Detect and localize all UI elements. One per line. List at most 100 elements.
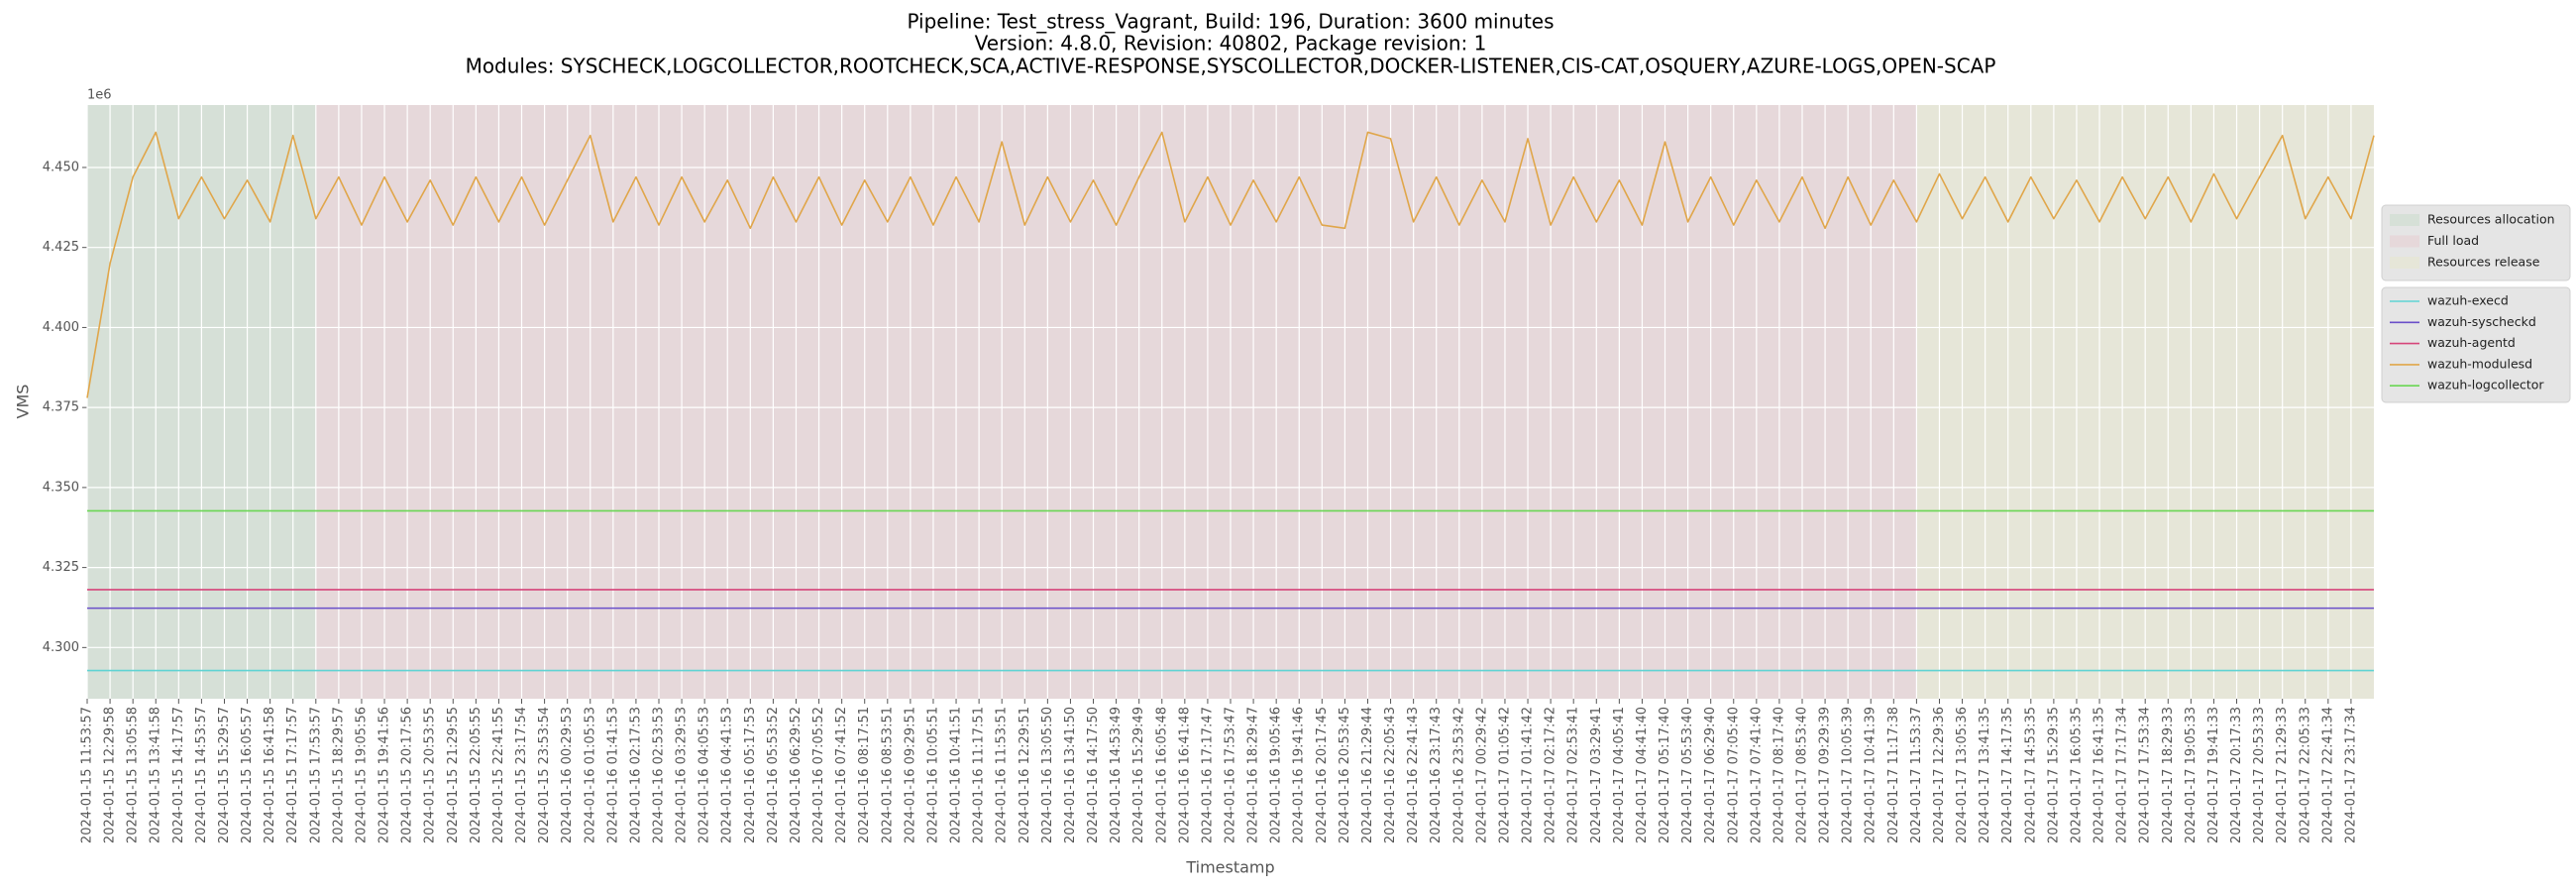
x-tick-label: 2024-01-15 13:41:58 [149, 707, 163, 843]
legend-label: Full load [2427, 233, 2479, 248]
x-tick-label: 2024-01-17 19:05:33 [2184, 707, 2199, 843]
x-tick-label: 2024-01-17 20:53:33 [2252, 707, 2267, 843]
phase-legend: Resources allocation Full load Resources r… [2381, 204, 2571, 281]
x-tick-label: 2024-01-17 08:17:40 [1771, 707, 1786, 843]
x-tick-label: 2024-01-17 05:53:40 [1680, 707, 1695, 843]
x-tick-label: 2024-01-15 15:29:57 [217, 707, 232, 843]
x-tick-label: 2024-01-15 23:53:54 [537, 707, 552, 843]
y-tick-label: 4.400 [43, 320, 79, 335]
x-tick-label: 2024-01-15 22:41:55 [491, 707, 506, 843]
x-tick-label: 2024-01-17 03:29:41 [1589, 707, 1604, 843]
y-offset-label: 1e6 [87, 88, 112, 103]
x-tick-label: 2024-01-15 12:29:58 [103, 707, 118, 843]
x-tick-label: 2024-01-17 16:05:35 [2069, 707, 2084, 843]
legend-label: Resources release [2427, 255, 2540, 270]
x-tick-label: 2024-01-16 11:17:51 [972, 707, 987, 843]
x-tick-label: 2024-01-16 22:41:43 [1406, 707, 1421, 843]
legend-box [2381, 286, 2571, 403]
y-tick-label: 4.325 [43, 560, 79, 575]
chart-title: Version: 4.8.0, Revision: 40802, Package… [975, 32, 1487, 56]
x-tick-label: 2024-01-15 16:41:58 [263, 707, 277, 843]
x-tick-label: 2024-01-17 16:41:35 [2093, 707, 2107, 843]
x-tick-label: 2024-01-17 02:17:42 [1544, 707, 1558, 843]
x-tick-label: 2024-01-15 19:41:56 [377, 707, 392, 843]
x-tick-label: 2024-01-17 15:29:35 [2046, 707, 2061, 843]
x-tick-label: 2024-01-16 07:05:52 [811, 707, 826, 843]
x-tick-label: 2024-01-17 17:17:34 [2115, 707, 2130, 843]
x-tick-label: 2024-01-16 08:17:51 [857, 707, 872, 843]
legend-label: wazuh-syscheckd [2427, 314, 2536, 329]
x-tick-label: 2024-01-17 11:53:37 [1909, 707, 1924, 843]
x-tick-label: 2024-01-17 04:41:40 [1635, 707, 1650, 843]
x-tick-label: 2024-01-17 20:17:33 [2229, 707, 2244, 843]
y-axis-label: VMS [14, 385, 33, 419]
x-tick-label: 2024-01-17 09:29:39 [1818, 707, 1833, 843]
y-tick-label: 4.375 [43, 400, 79, 415]
chart-title: Pipeline: Test_stress_Vagrant, Build: 19… [907, 10, 1554, 34]
y-tick-label: 4.450 [43, 160, 79, 174]
y-tick-label: 4.300 [43, 640, 79, 655]
x-tick-label: 2024-01-16 23:17:43 [1429, 707, 1444, 843]
x-tick-label: 2024-01-15 11:53:57 [80, 707, 95, 843]
x-tick-label: 2024-01-16 20:53:45 [1338, 707, 1352, 843]
x-tick-label: 2024-01-17 22:05:33 [2298, 707, 2312, 843]
legend-label: Resources allocation [2427, 212, 2555, 227]
x-tick-label: 2024-01-15 14:17:57 [171, 707, 186, 843]
x-tick-label: 2024-01-15 19:05:56 [354, 707, 369, 843]
x-tick-label: 2024-01-16 02:53:53 [652, 707, 667, 843]
x-tick-label: 2024-01-16 19:41:46 [1292, 707, 1307, 843]
y-tick-label: 4.425 [43, 240, 79, 255]
x-tick-label: 2024-01-17 18:29:33 [2161, 707, 2176, 843]
x-tick-label: 2024-01-16 09:29:51 [903, 707, 917, 843]
x-tick-label: 2024-01-16 22:05:43 [1383, 707, 1398, 843]
x-tick-label: 2024-01-16 17:17:47 [1200, 707, 1215, 843]
legend-box [2381, 204, 2571, 281]
x-tick-label: 2024-01-17 11:17:38 [1886, 707, 1901, 843]
legend-label: wazuh-agentd [2427, 335, 2516, 350]
x-tick-label: 2024-01-16 10:41:51 [949, 707, 964, 843]
x-tick-label: 2024-01-16 05:17:53 [743, 707, 758, 843]
x-tick-label: 2024-01-15 14:53:57 [194, 707, 209, 843]
x-tick-label: 2024-01-16 03:29:53 [675, 707, 690, 843]
x-tick-label: 2024-01-17 21:29:33 [2275, 707, 2290, 843]
x-tick-label: 2024-01-17 01:05:42 [1497, 707, 1512, 843]
x-tick-label: 2024-01-16 12:29:51 [1018, 707, 1032, 843]
x-tick-label: 2024-01-16 04:05:53 [698, 707, 712, 843]
x-tick-label: 2024-01-16 10:05:51 [925, 707, 940, 843]
x-tick-label: 2024-01-16 13:05:50 [1040, 707, 1055, 843]
x-tick-label: 2024-01-17 07:05:40 [1726, 707, 1741, 843]
chart-title: Modules: SYSCHECK,LOGCOLLECTOR,ROOTCHECK… [466, 55, 1996, 78]
x-tick-label: 2024-01-17 13:41:35 [1978, 707, 1992, 843]
x-tick-label: 2024-01-16 05:53:52 [766, 707, 781, 843]
x-tick-label: 2024-01-17 23:17:34 [2343, 707, 2358, 843]
x-tick-label: 2024-01-15 13:05:58 [126, 707, 141, 843]
y-tick-label: 4.350 [43, 480, 79, 495]
x-tick-label: 2024-01-16 13:41:50 [1063, 707, 1078, 843]
x-tick-label: 2024-01-17 19:41:33 [2206, 707, 2221, 843]
x-tick-label: 2024-01-16 00:29:53 [560, 707, 575, 843]
x-tick-label: 2024-01-15 21:29:55 [446, 707, 461, 843]
series-line [86, 131, 2375, 398]
x-tick-label: 2024-01-17 14:17:35 [2000, 707, 2015, 843]
x-tick-label: 2024-01-17 00:29:42 [1474, 707, 1489, 843]
x-tick-label: 2024-01-16 16:05:48 [1154, 707, 1169, 843]
series-legend: wazuh-execd wazuh-syscheckd wazuh-agentd wa… [2381, 286, 2571, 403]
x-tick-label: 2024-01-16 01:41:53 [605, 707, 620, 843]
legend-label: wazuh-logcollector [2427, 378, 2544, 392]
x-tick-label: 2024-01-16 06:29:52 [789, 707, 804, 843]
legend-swatch [2390, 214, 2419, 226]
x-tick-label: 2024-01-17 10:05:39 [1841, 707, 1856, 843]
x-tick-label: 2024-01-16 17:53:47 [1224, 707, 1238, 843]
x-tick-label: 2024-01-15 20:17:56 [400, 707, 415, 843]
legend-label: wazuh-execd [2427, 293, 2509, 308]
x-tick-label: 2024-01-16 14:53:49 [1109, 707, 1124, 843]
x-tick-label: 2024-01-15 16:05:57 [240, 707, 255, 843]
x-tick-label: 2024-01-15 20:53:55 [423, 707, 438, 843]
x-tick-label: 2024-01-15 18:29:57 [331, 707, 346, 843]
x-tick-label: 2024-01-15 17:17:57 [285, 707, 300, 843]
x-tick-label: 2024-01-17 06:29:40 [1703, 707, 1718, 843]
x-tick-label: 2024-01-16 07:41:52 [834, 707, 849, 843]
x-tick-label: 2024-01-16 20:17:45 [1315, 707, 1330, 843]
x-tick-label: 2024-01-15 17:53:57 [308, 707, 323, 843]
